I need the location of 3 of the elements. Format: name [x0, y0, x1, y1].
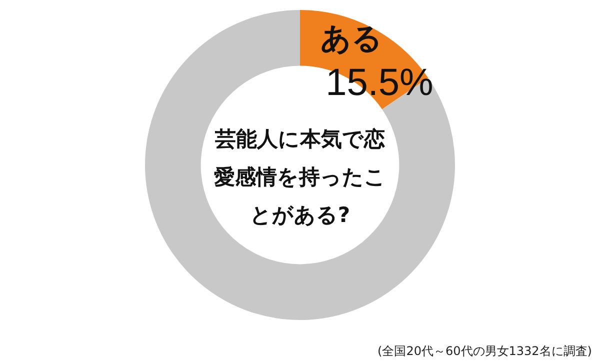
text: (全国20代～60代の男女1332名に調査) [378, 343, 592, 360]
text: 芸能人に本気で恋愛感情を持ったことがある? [213, 126, 387, 229]
slice-label: ある [320, 21, 382, 56]
